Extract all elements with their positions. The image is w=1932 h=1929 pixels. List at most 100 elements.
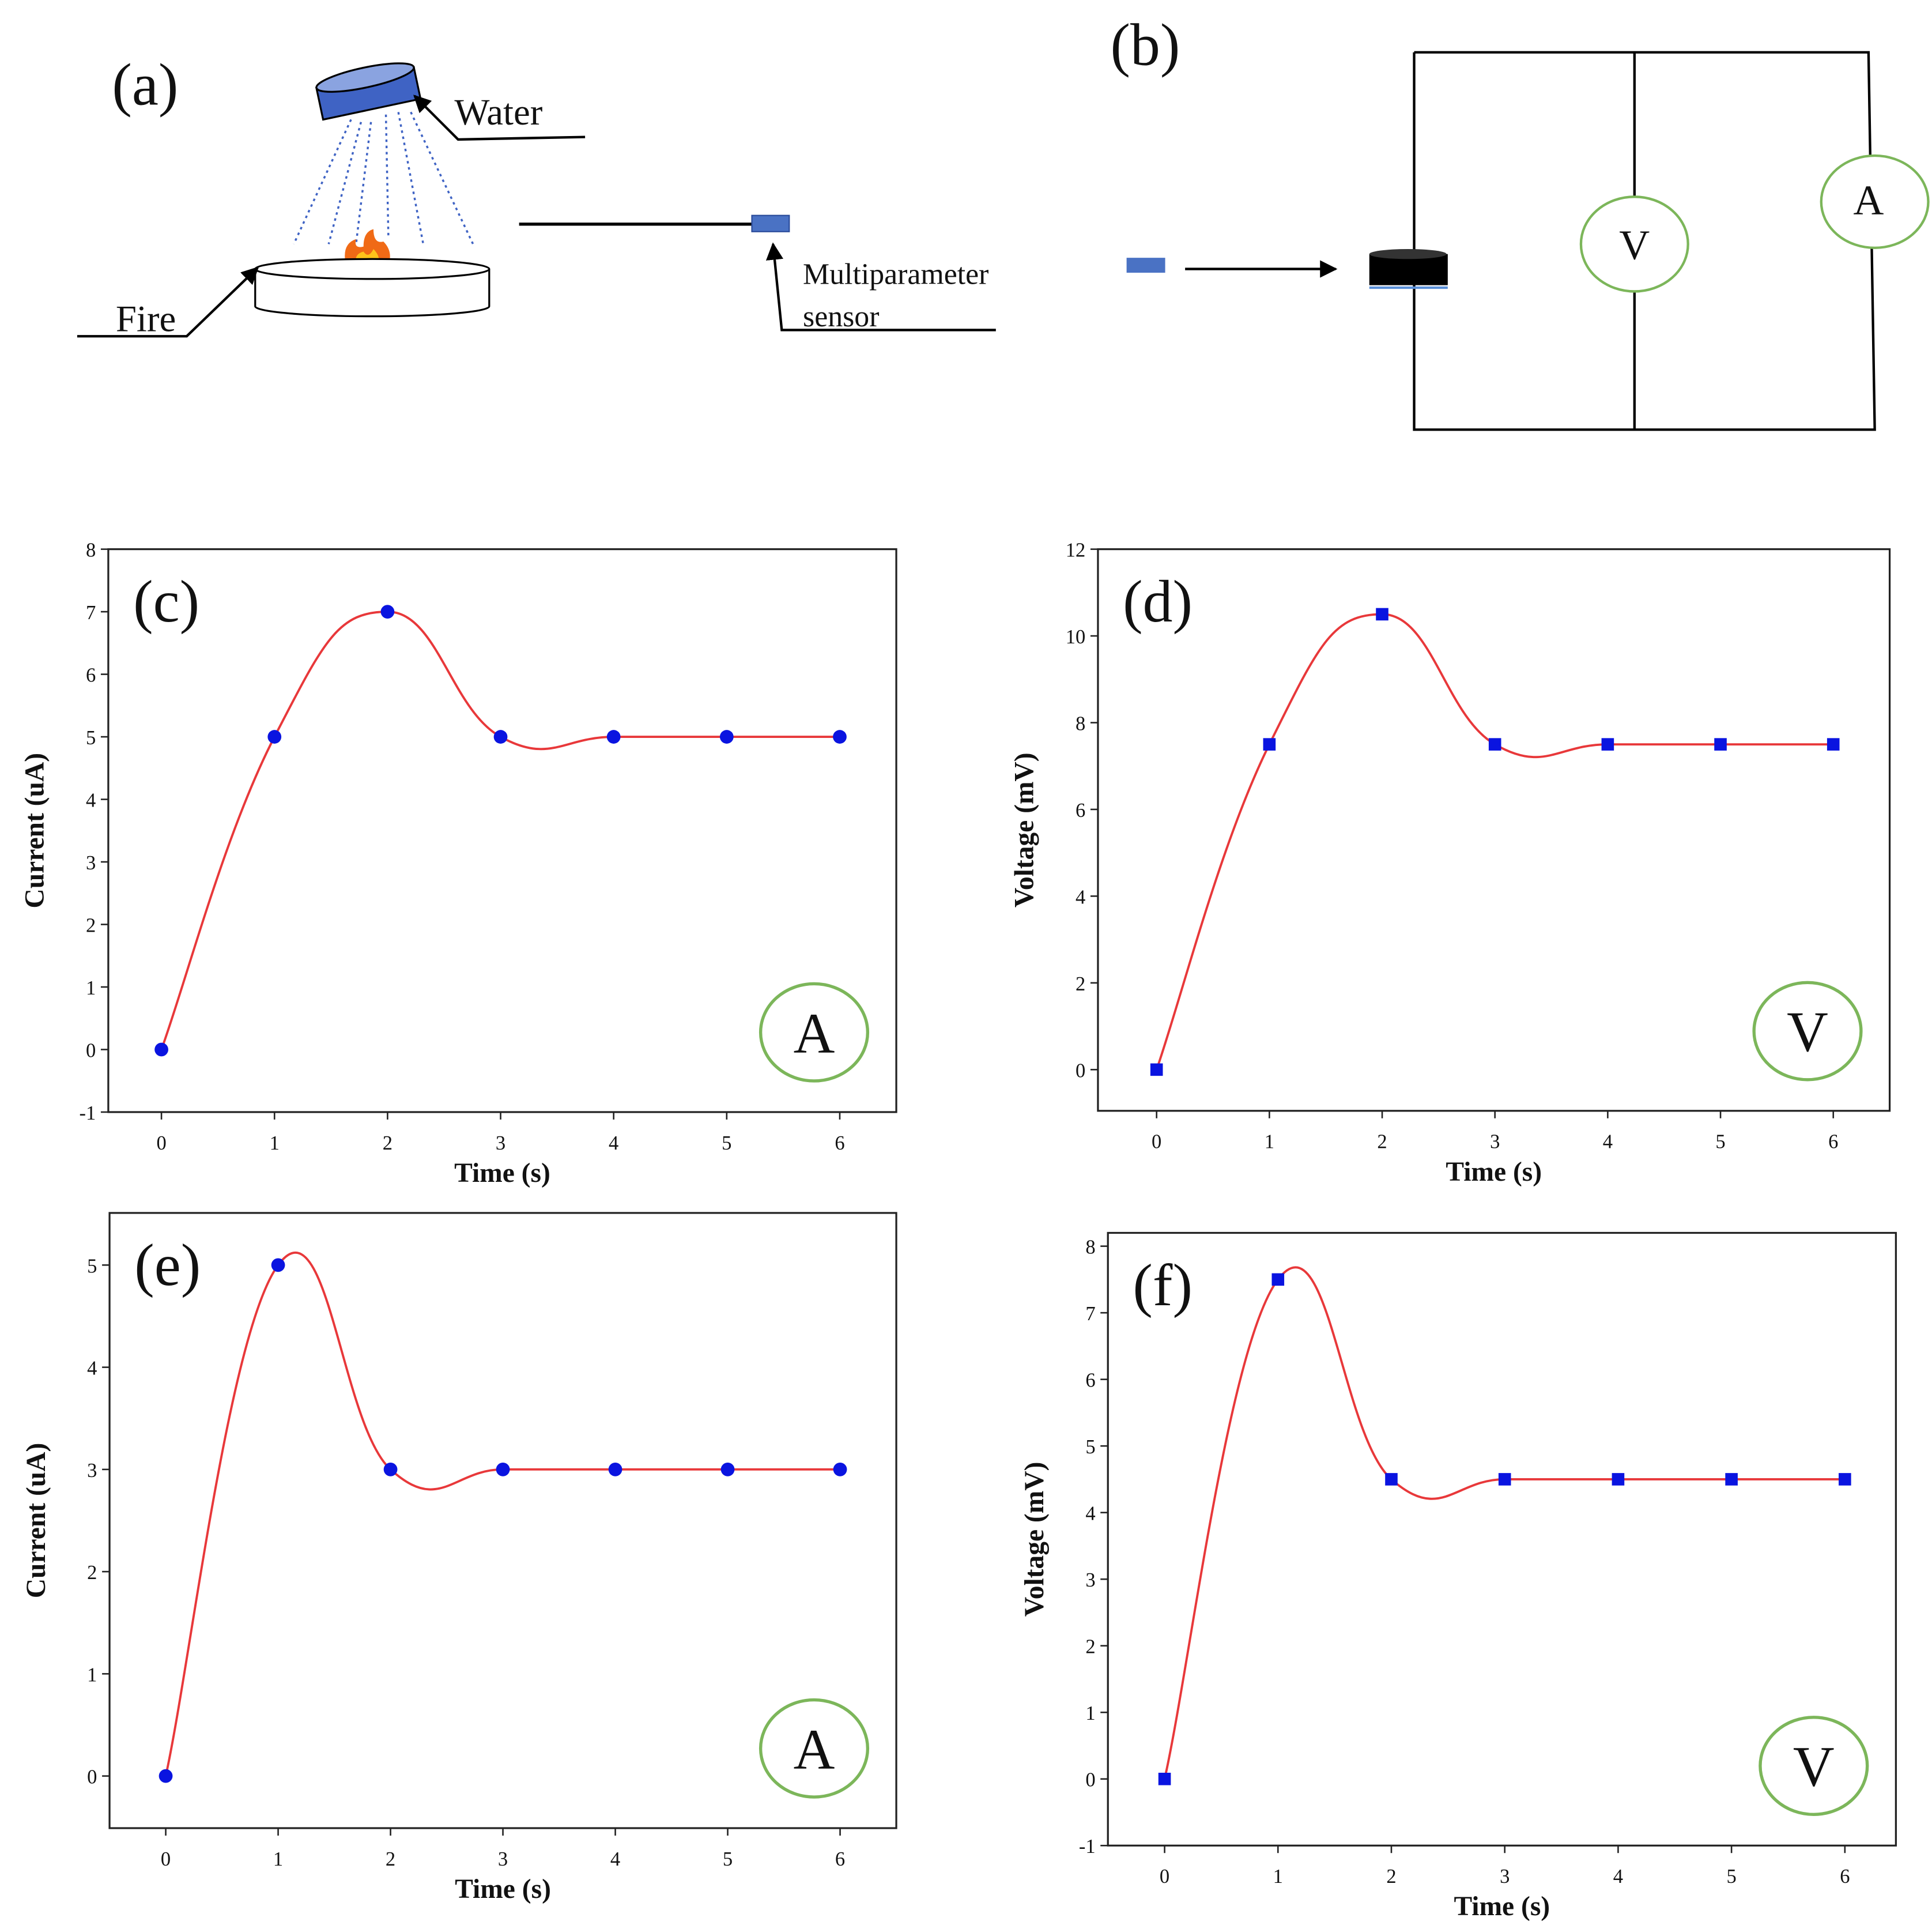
y-tick-label: 2 (87, 1562, 97, 1584)
badge-label: A (794, 1717, 835, 1781)
x-tick-label: 4 (1603, 1131, 1613, 1153)
data-point (1488, 738, 1501, 751)
water-label: Water (454, 92, 542, 133)
y-tick-label: 4 (1076, 886, 1085, 908)
badge-ring (1759, 1716, 1869, 1816)
x-tick-label: 4 (1613, 1866, 1623, 1887)
data-point (493, 730, 508, 744)
x-axis-label: Time (s) (454, 1158, 550, 1188)
plot-frame (108, 1212, 897, 1829)
badge-ring (1752, 981, 1863, 1082)
x-tick-label: 1 (270, 1132, 280, 1154)
x-tick-label: 0 (1152, 1131, 1161, 1153)
x-tick-label: 3 (496, 1132, 505, 1154)
y-tick-label: 3 (87, 1460, 97, 1482)
badge-ring (759, 1698, 870, 1799)
data-line (1155, 613, 1833, 1070)
x-tick-label: 6 (835, 1848, 845, 1870)
panel-label: (f) (1133, 1253, 1193, 1318)
badge-label: V (1787, 1000, 1828, 1064)
data-point (1714, 738, 1727, 751)
data-point (608, 1462, 622, 1476)
data-point (720, 1462, 735, 1476)
data-point (833, 1462, 847, 1476)
y-tick-label: 2 (1076, 973, 1085, 995)
data-point (496, 1462, 510, 1476)
y-tick-label: 3 (1085, 1569, 1095, 1591)
data-point (1612, 1473, 1625, 1486)
x-tick-label: 1 (1265, 1131, 1274, 1153)
y-tick-label: 4 (86, 790, 96, 812)
ammeter (1820, 154, 1930, 250)
sensor-device (1369, 249, 1448, 289)
voltmeter (1579, 195, 1689, 293)
y-tick-label: 12 (1066, 540, 1086, 562)
data-point (1498, 1473, 1511, 1486)
dish (254, 258, 490, 318)
fire-arrow (77, 266, 259, 338)
data-point (159, 1769, 173, 1783)
data-point (833, 730, 847, 744)
y-tick-label: 8 (86, 540, 96, 562)
y-tick-label: 7 (1085, 1303, 1095, 1325)
y-tick-label: 0 (1085, 1769, 1095, 1791)
y-tick-label: 0 (1076, 1060, 1085, 1082)
y-tick-label: 1 (86, 977, 96, 999)
x-tick-label: 2 (1386, 1866, 1396, 1887)
data-point (267, 730, 282, 744)
x-tick-label: 2 (1377, 1131, 1387, 1153)
fire-label: Fire (116, 299, 176, 340)
data-point (1150, 1063, 1163, 1076)
data-line (160, 611, 840, 1050)
x-tick-label: 6 (1828, 1131, 1838, 1153)
plot-frame (107, 548, 897, 1113)
y-tick-label: 5 (1085, 1436, 1095, 1458)
ammeter-label: A (1853, 177, 1884, 224)
y-axis-label: Voltage (mV) (1010, 752, 1040, 907)
badge-label: A (794, 1001, 835, 1065)
data-point (606, 730, 621, 744)
y-tick-label: 8 (1085, 1237, 1095, 1259)
x-axis-label: Time (s) (1446, 1157, 1542, 1187)
y-tick-label: 4 (87, 1358, 97, 1380)
y-tick-label: 2 (86, 914, 96, 936)
x-tick-label: 1 (273, 1848, 283, 1870)
data-point (1839, 1473, 1851, 1486)
data-point (271, 1258, 285, 1272)
plot-frame (1097, 548, 1891, 1112)
y-tick-label: 8 (1076, 713, 1085, 734)
y-tick-label: 1 (87, 1664, 97, 1686)
x-tick-label: 2 (383, 1132, 393, 1154)
data-point (1263, 738, 1276, 751)
badge-ring (759, 982, 870, 1083)
x-tick-label: 3 (1500, 1866, 1510, 1887)
x-tick-label: 1 (1273, 1866, 1283, 1887)
y-axis-label: Current (uA) (21, 1443, 51, 1599)
data-line (164, 1252, 840, 1777)
y-tick-label: 4 (1085, 1503, 1095, 1525)
x-tick-label: 6 (835, 1132, 844, 1154)
diagram-b: (b) V A (1111, 12, 1930, 431)
x-tick-label: 4 (609, 1132, 618, 1154)
x-tick-label: 5 (1726, 1866, 1736, 1887)
x-axis-label: Time (s) (1454, 1892, 1550, 1922)
y-tick-label: 1 (1085, 1702, 1095, 1724)
data-line (1163, 1266, 1845, 1780)
x-tick-label: 3 (498, 1848, 508, 1870)
y-tick-label: 6 (86, 665, 96, 687)
badge-label: V (1793, 1735, 1835, 1799)
data-point (383, 1462, 398, 1476)
data-point (1601, 738, 1614, 751)
water-container (315, 62, 422, 121)
data-point (1385, 1473, 1398, 1486)
y-tick-label: 5 (87, 1255, 97, 1277)
x-tick-label: 0 (156, 1132, 166, 1154)
sensor (751, 214, 790, 232)
data-point (1376, 608, 1388, 621)
sensor-label: sensor (803, 300, 879, 333)
data-point (1827, 738, 1840, 751)
y-tick-label: 10 (1066, 626, 1086, 648)
sensor-arrow (765, 242, 996, 331)
